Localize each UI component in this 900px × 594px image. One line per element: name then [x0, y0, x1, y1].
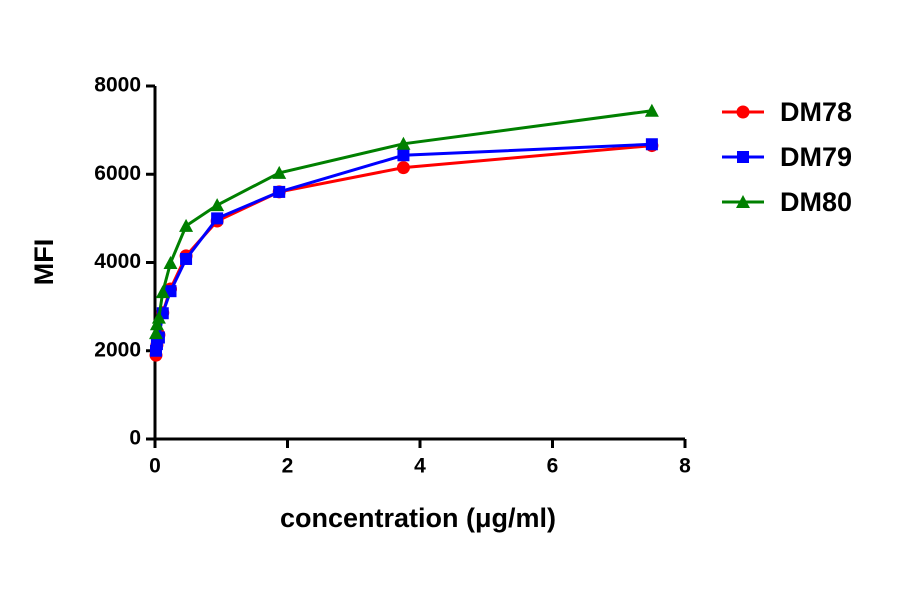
marker — [163, 255, 178, 269]
marker — [148, 326, 163, 340]
y-tick-label: 6000 — [94, 162, 141, 185]
y-axis-label: MFI — [29, 239, 59, 286]
series-line — [154, 144, 653, 356]
marker — [151, 310, 166, 324]
marker — [396, 136, 411, 150]
marker — [396, 161, 410, 175]
x-tick-label: 2 — [282, 455, 294, 478]
series-line — [154, 142, 652, 351]
legend-text: DM80 — [780, 187, 852, 217]
y-tick-label: 0 — [129, 427, 141, 450]
marker — [397, 149, 410, 162]
legend-text: DM78 — [780, 97, 852, 127]
x-tick-label: 4 — [414, 455, 426, 478]
y-tick-label: 8000 — [94, 74, 141, 97]
marker — [737, 151, 749, 163]
marker — [155, 285, 170, 299]
marker — [272, 165, 287, 179]
y-tick-label: 2000 — [94, 338, 141, 361]
x-tick-label: 0 — [149, 455, 161, 478]
marker — [645, 138, 658, 151]
x-tick-label: 8 — [679, 455, 691, 478]
marker — [180, 252, 193, 265]
marker — [179, 218, 194, 232]
marker — [149, 317, 164, 331]
marker — [736, 195, 750, 208]
marker — [736, 105, 750, 119]
legend-text: DM79 — [780, 142, 852, 172]
marker — [644, 103, 659, 117]
marker — [273, 185, 286, 198]
x-axis-label: concentration (μg/ml) — [280, 503, 556, 533]
marker — [210, 198, 225, 212]
x-tick-label: 6 — [547, 455, 559, 478]
marker — [211, 212, 224, 225]
y-tick-label: 4000 — [94, 250, 141, 273]
